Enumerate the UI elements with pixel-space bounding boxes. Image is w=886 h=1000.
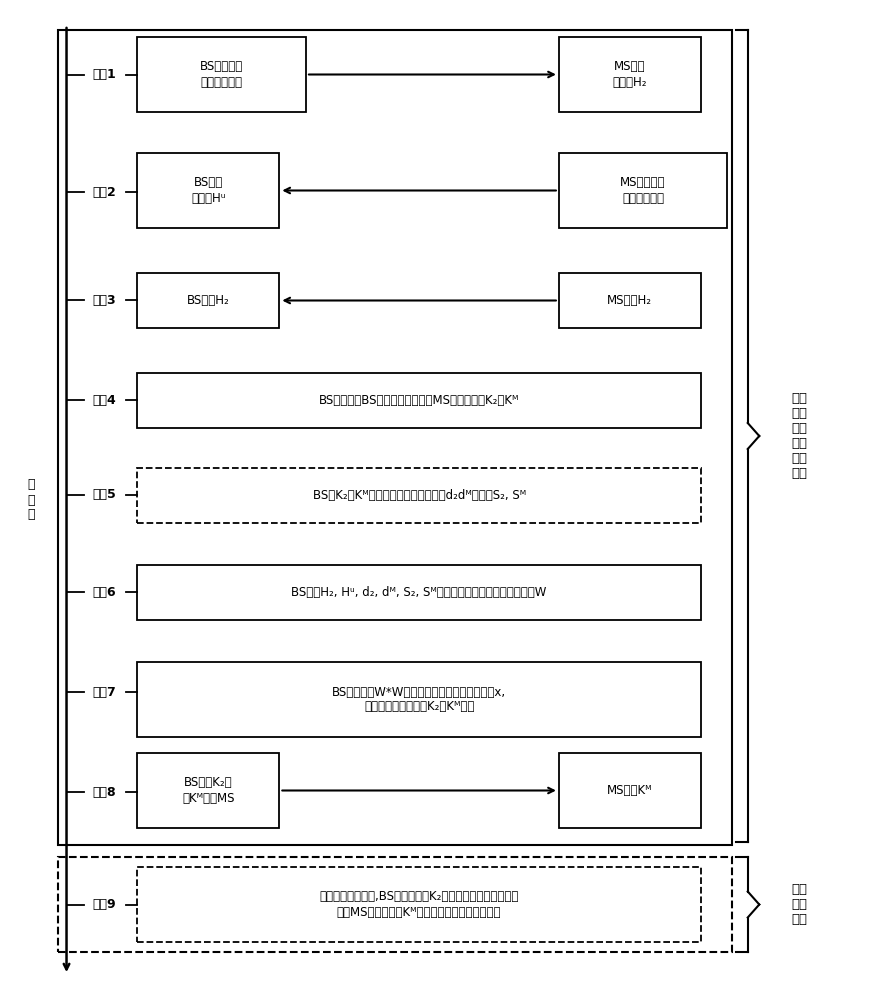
Bar: [137, 468, 700, 523]
Bar: [558, 37, 700, 112]
Bar: [137, 373, 700, 428]
Text: 正式通信过程开始,BS用校准矩阵K₂对待发数据进行处理后发
送，MS用校准矩阵Kᴹ对待发数据进行处理后发送: 正式通信过程开始,BS用校准矩阵K₂对待发数据进行处理后发 送，MS用校准矩阵K…: [319, 890, 518, 918]
Bar: [137, 662, 700, 737]
Bar: [137, 153, 279, 228]
Text: 步骤5: 步骤5: [93, 488, 116, 502]
Text: 步骤6: 步骤6: [93, 585, 116, 598]
Text: 正式
通信
开始
前的
握手
阶段: 正式 通信 开始 前的 握手 阶段: [790, 392, 806, 480]
Text: MS接收
并估计H₂: MS接收 并估计H₂: [612, 60, 646, 89]
Text: BS根据H₂, Hᵘ, d₂, dᴹ, S₂, Sᴹ构造互易性保持函数并定义矩阵W: BS根据H₂, Hᵘ, d₂, dᴹ, S₂, Sᴹ构造互易性保持函数并定义矩阵…: [291, 586, 546, 599]
Text: 步骤8: 步骤8: [93, 786, 116, 798]
Bar: [558, 273, 700, 328]
Bar: [58, 857, 731, 952]
Text: MS接收Kᴹ: MS接收Kᴹ: [606, 784, 652, 797]
Text: BS对K₂和Kᴹ进行列向量化并得到向量d₂dᴹ及矩阵S₂, Sᴹ: BS对K₂和Kᴹ进行列向量化并得到向量d₂dᴹ及矩阵S₂, Sᴹ: [312, 489, 525, 502]
Text: BS发送下行
链路训练序列: BS发送下行 链路训练序列: [200, 60, 243, 89]
Text: BS求解矩阵W*W的最小特征值对应的特征向量x,
进而可求得校准矩阵K₂和Kᴹ的值: BS求解矩阵W*W的最小特征值对应的特征向量x, 进而可求得校准矩阵K₂和Kᴹ的…: [331, 686, 506, 714]
Text: BS接收
并估计Hᵘ: BS接收 并估计Hᵘ: [191, 176, 225, 205]
Text: 步骤1: 步骤1: [93, 68, 116, 82]
Text: 步骤4: 步骤4: [93, 393, 116, 406]
Bar: [137, 753, 279, 828]
Bar: [137, 867, 700, 942]
Text: 步骤7: 步骤7: [93, 686, 116, 698]
Text: BS保留K₂并
将Kᴹ发给MS: BS保留K₂并 将Kᴹ发给MS: [182, 776, 235, 804]
Bar: [137, 37, 306, 112]
Text: MS发送上行
链路训练序列: MS发送上行 链路训练序列: [619, 176, 665, 205]
Bar: [558, 753, 700, 828]
Text: 步骤9: 步骤9: [93, 898, 116, 912]
Bar: [137, 565, 700, 620]
Text: BS定义用于BS的校准矩阵和用于MS的校准矩阵K₂和Kᴹ: BS定义用于BS的校准矩阵和用于MS的校准矩阵K₂和Kᴹ: [319, 394, 518, 407]
Bar: [558, 153, 727, 228]
Text: 正式
通信
阶段: 正式 通信 阶段: [790, 883, 806, 926]
Text: 步骤3: 步骤3: [93, 294, 116, 306]
Bar: [58, 30, 731, 845]
Text: MS发送H₂: MS发送H₂: [607, 294, 651, 307]
Text: 步骤2: 步骤2: [93, 186, 116, 198]
Bar: [137, 273, 279, 328]
Text: 时
间
线: 时 间 线: [27, 479, 35, 522]
Text: BS接收H₂: BS接收H₂: [187, 294, 229, 307]
